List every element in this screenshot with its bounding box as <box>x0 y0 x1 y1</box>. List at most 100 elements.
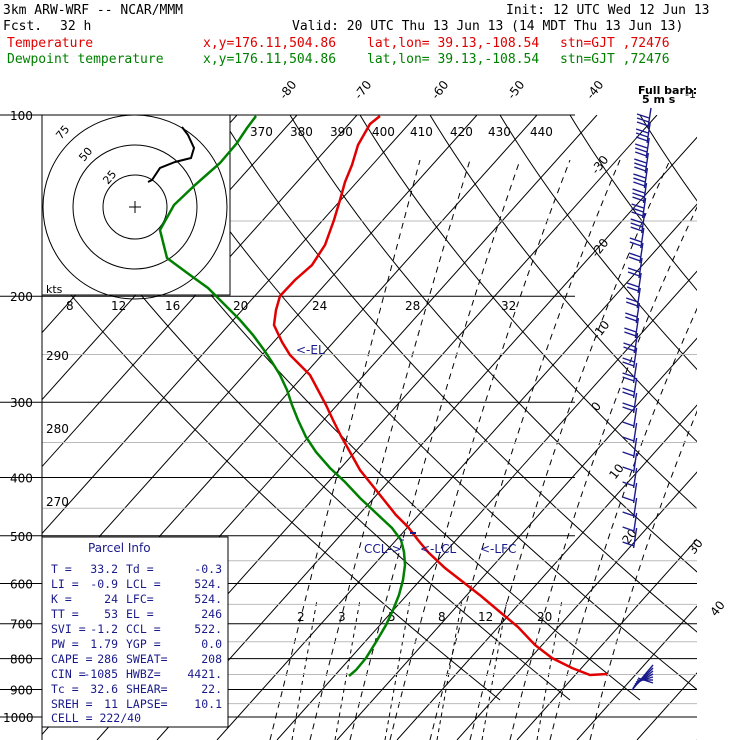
isotherm-line <box>516 538 697 740</box>
parcel-info-title: Parcel Info <box>88 541 151 555</box>
pressure-label: 800 <box>10 653 33 667</box>
moist-adiabat <box>349 159 521 740</box>
isotherm-label: -10 <box>589 318 612 342</box>
wind-barb-staff <box>647 107 652 129</box>
wind-barb-staff <box>632 452 638 474</box>
wind-barb <box>623 332 639 354</box>
parcel-param-name: T = <box>51 562 72 576</box>
kts-scale-label: 28 <box>405 299 420 313</box>
parcel-param-value: 524. <box>194 592 222 606</box>
wind-barb-flag <box>632 188 645 194</box>
theta-label: 290 <box>46 349 69 363</box>
parcel-param-value: 53 <box>104 607 118 621</box>
wind-barb-staff <box>646 122 651 144</box>
wind-barb <box>634 152 649 174</box>
dry-adiabat <box>429 115 697 443</box>
moist-adiabat <box>509 206 697 740</box>
wind-barb-flag <box>634 162 647 168</box>
wind-barb-flag <box>624 331 637 337</box>
kts-scale-label: 32 <box>501 299 516 313</box>
isotherm-label: -40 <box>583 78 606 102</box>
parcel-param-value: 208 <box>201 652 222 666</box>
theta-e-label: 410 <box>410 125 433 139</box>
theta-e-label: 440 <box>530 125 553 139</box>
mixing-ratio-label: 20 <box>537 610 552 624</box>
wind-barb-flag <box>631 203 644 209</box>
theta-e-label: 400 <box>372 125 395 139</box>
wind-barb-staff <box>640 227 645 249</box>
wind-barb-staff <box>638 257 643 279</box>
wind-barb <box>622 527 638 549</box>
wind-barb-flag <box>622 511 635 517</box>
parcel-param-value: 11 <box>104 697 118 711</box>
pressure-label: 200 <box>10 290 33 304</box>
wind-barb <box>622 497 638 519</box>
parcel-param-name: PW = <box>51 637 79 651</box>
wind-barb-staff <box>632 437 638 459</box>
kts-scale: 8 12 16 20 24 28 32 <box>66 299 516 313</box>
wind-barb-flag <box>634 147 648 153</box>
wind-barb <box>636 107 652 129</box>
wind-barb-staff <box>642 182 648 204</box>
barb-note-speed: 5 m s <box>642 93 676 106</box>
isotherm-label: 10 <box>606 461 626 482</box>
wind-barb-flag <box>622 541 635 547</box>
wind-barb <box>622 452 638 474</box>
wind-barb-flag <box>629 237 642 243</box>
parcel-param-name: YGP = <box>126 637 161 651</box>
wind-barb-flag <box>622 376 635 382</box>
wind-barb-flag <box>622 436 635 442</box>
wind-barb-flag <box>636 117 650 123</box>
parcel-info-box: Parcel Info T = 33.2 Td = -0.3 LI = -0.9 LCL =… <box>41 536 229 728</box>
parcel-param-value: -0.3 <box>194 562 222 576</box>
wind-barb-flag <box>630 218 644 224</box>
parcel-param-value: 33.2 <box>90 562 118 576</box>
kts-scale-label: 12 <box>111 299 126 313</box>
wind-barb-flag <box>622 361 635 367</box>
parcel-param-value: 524. <box>194 577 222 591</box>
wind-barb-flag <box>634 158 647 164</box>
wind-barb-flag <box>628 252 641 258</box>
barb-note-full: Full barb: <box>638 84 697 97</box>
moist-adiabat <box>269 159 421 740</box>
wind-barb-staff <box>644 152 649 174</box>
wind-barb <box>631 197 647 219</box>
wind-barb-flag <box>625 297 639 303</box>
theta-e-label: 420 <box>450 125 473 139</box>
wind-barb-flag <box>623 342 636 348</box>
wind-barb-flag <box>625 312 638 318</box>
hodograph-trace <box>147 126 196 183</box>
pressure-label: 900 <box>10 683 33 697</box>
wind-barb-flag <box>622 481 635 487</box>
wind-barb-flag <box>630 222 643 228</box>
parcel-param-name: EL = <box>126 607 154 621</box>
wind-barb-staff <box>632 482 638 504</box>
wind-barb-flag <box>628 256 641 262</box>
parcel-info-frame <box>41 536 229 728</box>
theta-e-label: 380 <box>290 125 313 139</box>
wind-barb-flag <box>627 267 641 273</box>
wind-barb-staff <box>639 242 644 264</box>
isotherm-label: 30 <box>685 536 705 557</box>
parcel-param-value: -1085 <box>83 667 118 681</box>
mixing-ratio-label: 3 <box>338 610 346 624</box>
mixing-ratio-labels: 2 3 5 8 12 20 <box>297 610 552 624</box>
parcel-param-name: HWBZ= <box>126 667 161 681</box>
parcel-param-value: 522. <box>194 622 222 636</box>
wind-barb <box>622 482 638 504</box>
pressure-label: 700 <box>10 618 33 632</box>
wind-barb <box>622 422 638 444</box>
isotherm-label: -60 <box>428 78 451 102</box>
wind-barb-flag <box>625 301 638 307</box>
wind-barb-staff <box>632 497 638 519</box>
theta-e-label: 390 <box>330 125 353 139</box>
hodograph: 25 50 75 kts <box>41 114 231 300</box>
theta-labels: 290 280 270 <box>46 349 69 509</box>
kts-scale-label: 24 <box>312 299 327 313</box>
parcel-param-name: LCL = <box>126 577 161 591</box>
wind-barb-flag <box>630 226 643 232</box>
parcel-param-value: 32.6 <box>90 682 118 696</box>
parcel-param-value: -1.2 <box>90 622 118 636</box>
wind-barb <box>625 287 641 309</box>
